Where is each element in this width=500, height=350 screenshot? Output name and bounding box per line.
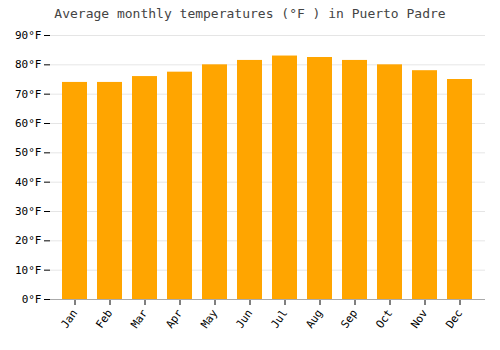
svg-text:Jan: Jan [58,307,80,331]
svg-text:60°F: 60°F [15,117,42,130]
svg-text:Nov: Nov [408,307,430,331]
svg-text:May: May [198,307,220,331]
svg-text:20°F: 20°F [15,234,42,247]
svg-text:Jun: Jun [233,307,255,331]
svg-text:80°F: 80°F [15,58,42,71]
svg-text:0°F: 0°F [22,293,42,306]
svg-text:Mar: Mar [128,307,150,331]
svg-text:Jul: Jul [268,307,290,331]
svg-text:Apr: Apr [163,307,185,331]
svg-text:40°F: 40°F [15,176,42,189]
svg-text:10°F: 10°F [15,264,42,277]
html-text:Average monthly temperatures (: Average monthly temperatures (°F ) in Pu… [54,6,446,21]
svg-text:Sep: Sep [338,307,360,331]
svg-text:Dec: Dec [443,307,465,331]
svg-text:90°F: 90°F [15,29,42,42]
svg-text:70°F: 70°F [15,88,42,101]
svg-text:Feb: Feb [93,307,115,331]
svg-text:Oct: Oct [373,307,395,331]
svg-text:Aug: Aug [303,307,325,331]
svg-text:30°F: 30°F [15,205,42,218]
svg-text:50°F: 50°F [15,146,42,159]
